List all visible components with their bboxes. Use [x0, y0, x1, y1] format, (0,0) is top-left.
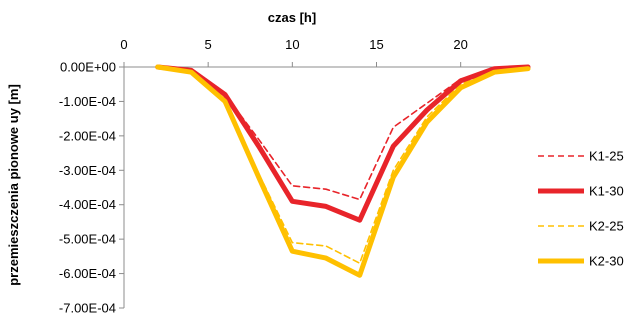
x-tick-label: 0 — [120, 37, 127, 52]
y-tick-label: -4.00E-04 — [59, 197, 116, 212]
series-layer — [155, 64, 531, 278]
x-tick-label: 15 — [369, 37, 383, 52]
x-tick-label: 5 — [205, 37, 212, 52]
series-line-k2-25 — [156, 66, 529, 265]
x-tick-label: 10 — [285, 37, 299, 52]
legend-label-k1-30: K1-30 — [589, 184, 624, 199]
y-tick-label: -5.00E-04 — [59, 232, 116, 247]
series-line-k2-30 — [155, 64, 531, 278]
y-axis-title: przemieszczenia pionowe uy [m] — [6, 84, 21, 286]
y-tick-label: -3.00E-04 — [59, 163, 116, 178]
y-tick-label: 0.00E+00 — [60, 60, 116, 75]
y-tick-label: -7.00E-04 — [59, 301, 116, 316]
y-tick-label: -6.00E-04 — [59, 266, 116, 281]
legend-label-k2-30: K2-30 — [589, 254, 624, 269]
x-tick-label: 20 — [453, 37, 467, 52]
series-line-k1-30 — [155, 64, 531, 223]
y-tick-label: -1.00E-04 — [59, 94, 116, 109]
legend-label-k2-25: K2-25 — [589, 219, 624, 234]
y-tick-label: -2.00E-04 — [59, 128, 116, 143]
x-axis-title: czas [h] — [268, 10, 316, 25]
legend-label-k1-25: K1-25 — [589, 149, 624, 164]
legend: K1-25 K1-30 K2-25 K2-30 — [538, 149, 624, 269]
axes: 0.00E+00 -1.00E-04 -2.00E-04 -3.00E-04 -4.00… — [59, 37, 528, 316]
